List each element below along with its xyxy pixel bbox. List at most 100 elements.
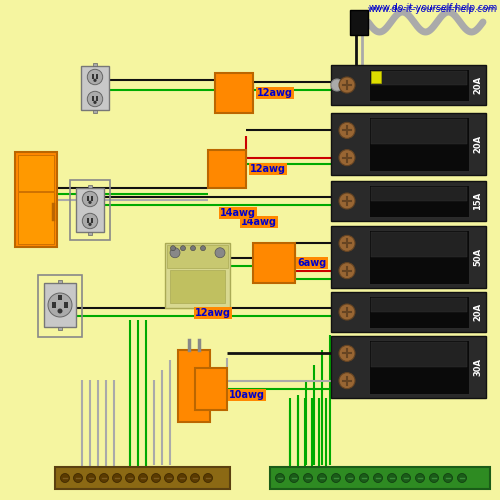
- Circle shape: [339, 372, 355, 388]
- Circle shape: [339, 77, 355, 93]
- Circle shape: [94, 100, 96, 104]
- Circle shape: [94, 78, 96, 82]
- Bar: [350, 10, 368, 35]
- Text: 50A: 50A: [474, 248, 482, 266]
- Circle shape: [339, 193, 355, 209]
- Bar: [167, 245, 228, 268]
- Bar: [253, 243, 295, 283]
- Circle shape: [170, 248, 180, 258]
- Bar: [80, 66, 110, 110]
- Circle shape: [48, 293, 72, 317]
- Bar: [215, 73, 253, 113]
- Circle shape: [339, 236, 355, 252]
- Bar: [88, 232, 92, 235]
- Bar: [369, 230, 469, 284]
- Bar: [371, 232, 467, 257]
- Bar: [371, 187, 467, 201]
- Circle shape: [346, 474, 354, 482]
- Circle shape: [88, 70, 102, 84]
- Circle shape: [88, 92, 102, 106]
- Circle shape: [86, 474, 96, 482]
- Text: 15A: 15A: [474, 192, 482, 210]
- Text: 6awg: 6awg: [297, 258, 326, 268]
- Bar: [369, 185, 469, 217]
- Circle shape: [331, 79, 343, 91]
- Text: www.do-it-yourself-help.com: www.do-it-yourself-help.com: [369, 3, 498, 12]
- Bar: [38, 275, 82, 337]
- Bar: [208, 150, 246, 188]
- Circle shape: [204, 474, 212, 482]
- Circle shape: [82, 192, 98, 206]
- Circle shape: [170, 246, 175, 250]
- Text: 20A: 20A: [474, 303, 482, 321]
- Circle shape: [60, 474, 70, 482]
- Bar: [371, 342, 467, 367]
- Circle shape: [74, 474, 82, 482]
- Circle shape: [88, 222, 92, 226]
- Bar: [170, 270, 225, 303]
- Circle shape: [318, 474, 326, 482]
- Circle shape: [290, 474, 298, 482]
- Text: 12awg: 12awg: [257, 88, 293, 98]
- Bar: [165, 243, 230, 308]
- Bar: [270, 467, 490, 489]
- Bar: [15, 152, 57, 247]
- Bar: [55, 467, 230, 489]
- Text: 14awg: 14awg: [220, 208, 256, 218]
- Text: 30A: 30A: [474, 358, 482, 376]
- Bar: [18, 155, 54, 191]
- Bar: [70, 180, 110, 240]
- Bar: [91, 196, 94, 201]
- Circle shape: [339, 304, 355, 320]
- Bar: [369, 296, 469, 328]
- Circle shape: [190, 246, 196, 250]
- Circle shape: [360, 474, 368, 482]
- Circle shape: [339, 122, 355, 138]
- Bar: [369, 69, 469, 101]
- Circle shape: [152, 474, 160, 482]
- Circle shape: [88, 200, 92, 204]
- Text: www.do-it-yourself-help.com: www.do-it-yourself-help.com: [368, 5, 497, 14]
- Circle shape: [112, 474, 122, 482]
- Bar: [371, 71, 381, 83]
- Bar: [18, 192, 54, 244]
- Bar: [96, 74, 98, 79]
- Bar: [369, 117, 469, 171]
- Bar: [178, 350, 210, 422]
- Circle shape: [190, 474, 200, 482]
- Bar: [331, 292, 486, 332]
- Bar: [371, 119, 467, 144]
- Text: 10awg: 10awg: [229, 390, 265, 400]
- Bar: [58, 327, 62, 330]
- Bar: [76, 188, 104, 232]
- Circle shape: [444, 474, 452, 482]
- Bar: [331, 181, 486, 221]
- Circle shape: [126, 474, 134, 482]
- Circle shape: [339, 262, 355, 278]
- Circle shape: [215, 248, 225, 258]
- Circle shape: [164, 474, 173, 482]
- Bar: [93, 62, 97, 66]
- Bar: [331, 65, 486, 105]
- Text: 20A: 20A: [474, 135, 482, 153]
- Text: 12awg: 12awg: [250, 164, 286, 174]
- Circle shape: [416, 474, 424, 482]
- Bar: [92, 74, 94, 79]
- Bar: [93, 110, 97, 114]
- Bar: [92, 96, 94, 101]
- Circle shape: [276, 474, 284, 482]
- Bar: [91, 218, 94, 223]
- Bar: [371, 71, 467, 85]
- Circle shape: [180, 246, 186, 250]
- Bar: [369, 340, 469, 394]
- Circle shape: [100, 474, 108, 482]
- Circle shape: [304, 474, 312, 482]
- Bar: [88, 184, 92, 188]
- Circle shape: [374, 474, 382, 482]
- Circle shape: [332, 474, 340, 482]
- Bar: [58, 295, 62, 300]
- Bar: [331, 113, 486, 175]
- Bar: [86, 196, 89, 201]
- Text: 14awg: 14awg: [241, 217, 277, 227]
- Circle shape: [430, 474, 438, 482]
